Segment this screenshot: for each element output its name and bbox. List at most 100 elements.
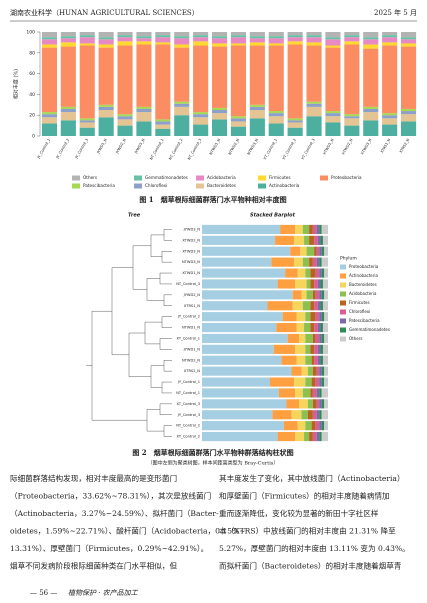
bar-segment: [287, 122, 303, 128]
bar-segment: [302, 301, 311, 311]
y-tick-label: 100: [26, 30, 35, 36]
bar-segment: [268, 111, 284, 114]
sample-label: NTWD3_N: [182, 260, 200, 264]
bar-segment: [287, 118, 303, 121]
bar-segment: [316, 257, 320, 267]
x-tick-label: JY_Control_2: [55, 138, 70, 160]
bar-segment: [322, 344, 328, 354]
bar-segment: [363, 32, 379, 38]
bar-segment: [230, 121, 247, 127]
bar-segment: [311, 421, 316, 431]
legend-swatch: [196, 175, 204, 181]
bar-segment: [271, 257, 294, 267]
bar-segment: [211, 38, 228, 44]
chart-title: Stacked Barplot: [250, 213, 296, 219]
bar-segment: [306, 42, 322, 46]
bar-segment: [268, 38, 284, 44]
bar-segment: [299, 333, 306, 344]
bar-segment: [321, 224, 328, 235]
bar-segment: [325, 47, 341, 112]
bar-segment: [319, 224, 322, 235]
body-line: 5.27%，厚壁菌门的相对丰度由 13.11% 变为 0.43%。: [219, 543, 410, 553]
bar-segment: [293, 257, 303, 267]
bar-segment: [400, 114, 417, 122]
bar-segment: [319, 410, 322, 420]
bar-segment: [316, 224, 320, 235]
figure-note: （图中左侧为聚类树图，样本间距离类型为 Bray-Curtis）: [148, 460, 279, 467]
bar-segment: [98, 106, 114, 110]
bar-segment: [317, 344, 321, 354]
tree-branch: [163, 294, 172, 306]
bar-segment: [202, 366, 292, 376]
bar-segment: [202, 290, 293, 300]
bar-segment: [249, 110, 265, 119]
bar-segment: [277, 431, 296, 442]
bar-segment: [305, 344, 311, 354]
bar-segment: [98, 104, 114, 107]
sample-label: XTRS2_N: [184, 369, 200, 373]
bar-segment: [324, 399, 328, 409]
legend-swatch: [340, 273, 346, 279]
bar-segment: [321, 399, 325, 409]
bar-segment: [319, 431, 322, 442]
figure-caption: 图 2 烟草根际细菌群落门水平物种群落结构柱状图: [132, 448, 293, 457]
bar-segment: [202, 355, 282, 365]
bar-segment: [301, 366, 308, 376]
bar-segment: [304, 431, 310, 442]
bar-segment: [316, 366, 320, 376]
bar-segment: [319, 388, 322, 398]
issue-date: 2025 年 5 月: [374, 8, 417, 17]
bar-segment: [193, 35, 209, 38]
bar-segment: [174, 115, 190, 136]
y-axis-label: 相对丰度 (%): [13, 69, 20, 99]
bar-segment: [202, 301, 268, 311]
legend-swatch: [196, 183, 204, 189]
bar-segment: [325, 39, 341, 46]
bar-segment: [275, 235, 294, 245]
bar-segment: [136, 32, 152, 37]
bar-segment: [249, 38, 265, 43]
bar-segment: [211, 119, 228, 136]
bar-segment: [324, 290, 328, 300]
bar-segment: [211, 46, 228, 108]
legend-label: Actinobacteria: [269, 183, 300, 188]
tree-branch: [159, 272, 172, 285]
bar-segment: [306, 279, 311, 289]
bar-segment: [306, 106, 322, 117]
bar-segment: [400, 111, 417, 115]
bar-segment: [193, 112, 209, 115]
bar-segment: [295, 224, 303, 235]
bar-segment: [155, 128, 171, 136]
body-line: 际细菌群落结构发现，相对丰度最高的是变形菌门: [10, 473, 177, 483]
bar-segment: [136, 41, 152, 45]
bar-segment: [310, 301, 315, 311]
bar-segment: [117, 45, 133, 115]
bar-segment: [136, 112, 152, 122]
bar-segment: [268, 116, 284, 124]
legend-label: Others: [83, 175, 97, 180]
bar-segment: [79, 120, 95, 123]
bar-segment: [268, 123, 284, 136]
bar-segment: [314, 322, 318, 333]
bar-segment: [314, 279, 318, 289]
sample-label: NT_Control_1: [176, 391, 200, 395]
body-line: oidetes，1.59%~22.71%）、酸杆菌门（Acidobacteria…: [10, 526, 246, 536]
x-tick-label: JY_Control_1: [36, 138, 51, 160]
bar-segment: [312, 431, 317, 442]
bar-segment: [98, 110, 114, 118]
legend-swatch: [134, 175, 142, 181]
bar-segment: [320, 322, 323, 333]
bar-segment: [325, 45, 341, 48]
x-tick-label: NTWD1_N: [209, 138, 222, 156]
legend-label: Gemmatimonadetes: [145, 175, 188, 180]
bar-segment: [299, 399, 308, 409]
bar-segment: [136, 108, 152, 113]
bar-segment: [290, 246, 301, 256]
body-line: 其丰度发生了变化，其中放线菌门（Actinobacteria）: [219, 473, 405, 483]
bar-segment: [306, 103, 322, 107]
bar-segment: [270, 377, 294, 387]
bar-segment: [285, 268, 298, 278]
bar-segment: [211, 110, 228, 114]
bar-segment: [267, 301, 293, 311]
body-line: 本（XTRS）中放线菌门的相对丰度由 21.31% 降至: [219, 526, 396, 536]
